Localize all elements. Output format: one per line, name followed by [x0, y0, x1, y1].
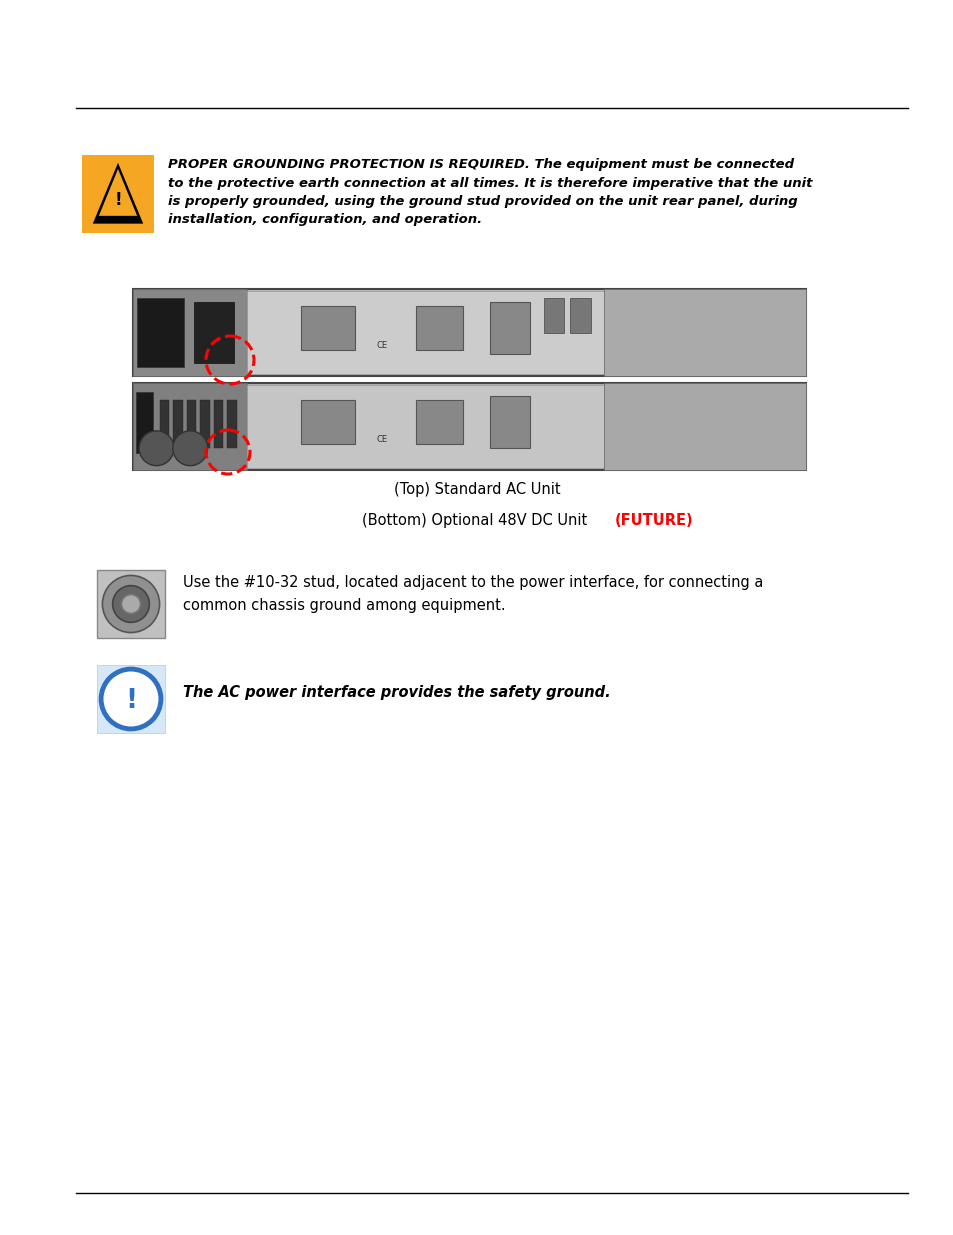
Circle shape: [139, 431, 173, 466]
Text: !: !: [114, 191, 122, 209]
Bar: [97, 571, 165, 638]
Circle shape: [102, 576, 159, 632]
Bar: [82, 156, 153, 233]
Bar: [160, 400, 170, 448]
Polygon shape: [92, 163, 143, 224]
Circle shape: [121, 594, 140, 614]
Text: (FUTURE): (FUTURE): [615, 513, 693, 529]
Text: (Bottom) Optional 48V DC Unit: (Bottom) Optional 48V DC Unit: [362, 513, 591, 529]
Text: CE: CE: [376, 435, 387, 445]
Bar: [132, 383, 247, 471]
Text: The AC power interface provides the safety ground.: The AC power interface provides the safe…: [183, 684, 610, 699]
Text: Use the #10-32 stud, located adjacent to the power interface, for connecting a
c: Use the #10-32 stud, located adjacent to…: [183, 576, 762, 614]
Bar: [603, 289, 805, 375]
Bar: [247, 385, 603, 468]
Bar: [193, 303, 233, 363]
Bar: [489, 303, 530, 354]
Bar: [136, 391, 152, 452]
Bar: [137, 298, 184, 367]
Bar: [416, 306, 462, 350]
Bar: [543, 298, 563, 332]
Bar: [132, 289, 247, 375]
Bar: [247, 291, 603, 374]
Bar: [489, 396, 530, 448]
Bar: [570, 298, 590, 332]
Bar: [187, 400, 196, 448]
Polygon shape: [99, 169, 137, 216]
Text: !: !: [125, 688, 137, 714]
Text: PROPER GROUNDING PROTECTION IS REQUIRED. The equipment must be connected
to the : PROPER GROUNDING PROTECTION IS REQUIRED.…: [168, 158, 812, 226]
Bar: [173, 400, 183, 448]
Bar: [227, 400, 236, 448]
Bar: [213, 400, 223, 448]
Bar: [97, 664, 165, 734]
Text: CE: CE: [376, 341, 387, 350]
Text: (Top) Standard AC Unit: (Top) Standard AC Unit: [394, 482, 559, 496]
Bar: [200, 400, 210, 448]
Circle shape: [112, 585, 150, 622]
Bar: [301, 306, 355, 350]
Bar: [301, 400, 355, 443]
Circle shape: [101, 669, 161, 729]
Bar: [132, 383, 805, 471]
Circle shape: [172, 431, 208, 466]
Bar: [132, 289, 805, 375]
Bar: [416, 400, 462, 443]
Bar: [603, 383, 805, 471]
